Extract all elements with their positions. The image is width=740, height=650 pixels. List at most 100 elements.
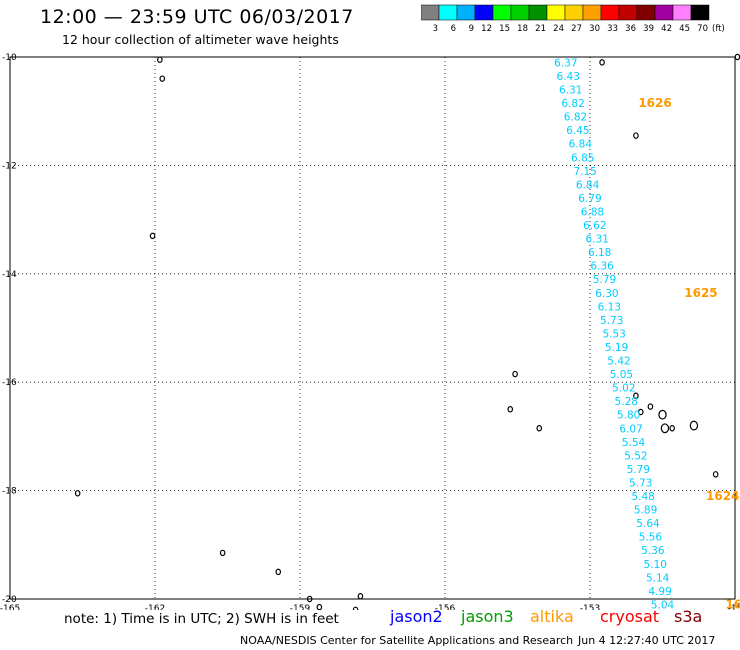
wave-height-label: 6.30 — [595, 288, 618, 300]
wave-height-label: 6.62 — [583, 220, 606, 232]
y-tick-label: -10 — [2, 53, 17, 63]
generated-timestamp: Jun 4 12:27:40 UTC 2017 — [578, 634, 716, 647]
wave-height-label: 6.79 — [578, 193, 601, 205]
wave-height-label: 5.80 — [617, 410, 640, 422]
legend-label: 6 — [451, 24, 456, 34]
island-outline — [352, 606, 359, 610]
wave-height-label: 6.31 — [559, 85, 582, 97]
island-outline — [536, 425, 543, 432]
island-outline — [647, 403, 654, 410]
legend-unit: (ft) — [712, 24, 725, 34]
island-outlines — [74, 53, 740, 610]
island-outline — [306, 595, 313, 603]
wave-height-label: 5.73 — [600, 315, 623, 327]
island-outline — [669, 425, 675, 432]
wave-height-label: 5.19 — [605, 342, 628, 354]
legend-label: 30 — [589, 24, 600, 34]
wave-height-label: 6.82 — [564, 112, 587, 124]
legend-label: 27 — [571, 24, 582, 34]
x-tick-label: -15 — [728, 604, 740, 610]
wave-height-label: 6.84 — [576, 179, 600, 191]
island-outline — [658, 409, 667, 420]
wave-height-label: 5.05 — [610, 369, 633, 381]
wave-height-label: 5.02 — [612, 383, 635, 395]
island-outline — [74, 490, 81, 497]
wave-height-label: 6.36 — [590, 261, 614, 273]
wave-height-label: 6.07 — [619, 423, 642, 435]
legend-label: 36 — [625, 24, 636, 34]
island-outline — [507, 406, 514, 413]
wave-height-label: 6.82 — [561, 98, 584, 110]
wave-height-label: 5.28 — [615, 396, 638, 408]
page-title: 12:00 — 23:59 UTC 06/03/2017 — [40, 6, 354, 28]
time-marker-label: 1624 — [706, 489, 739, 503]
wave-height-label: 6.45 — [566, 125, 589, 137]
legend-satellite-altika: altika — [530, 607, 574, 626]
y-tick-label: -18 — [2, 487, 17, 497]
legend-label: 33 — [607, 24, 618, 34]
legend-satellite-jason2: jason2 — [390, 607, 443, 626]
island-outline — [275, 568, 282, 576]
y-tick-label: -14 — [2, 270, 17, 280]
wave-height-labels: 6.376.436.316.826.826.456.846.857.156.84… — [554, 57, 674, 610]
y-tick-label: -20 — [2, 595, 17, 605]
legend-label: 45 — [679, 24, 690, 34]
wave-height-label: 5.10 — [644, 559, 667, 571]
wave-height-label: 5.54 — [622, 437, 646, 449]
island-outline — [219, 549, 226, 557]
wave-height-label: 5.79 — [593, 274, 616, 286]
wave-height-label: 6.37 — [554, 57, 577, 69]
island-outline — [633, 132, 639, 139]
island-outline — [149, 232, 156, 240]
legend-label: 12 — [481, 24, 492, 34]
wave-height-label: 6.43 — [557, 71, 580, 83]
wave-height-label: 5.79 — [627, 464, 650, 476]
axis-tick-labels: -165 -162 -159 -156 -153 -15 -10 -12 -14 -16 -18 -2… — [0, 53, 740, 610]
legend-label: 21 — [535, 24, 546, 34]
wave-height-label: 6.84 — [569, 139, 593, 151]
wave-height-label: 5.36 — [641, 545, 665, 557]
wave-height-label: 6.88 — [581, 206, 604, 218]
time-markers: 1626 1625 1624 1623 — [638, 96, 740, 610]
wave-height-label: 5.42 — [607, 356, 630, 368]
time-marker-label: 1625 — [684, 286, 717, 300]
legend-satellite-cryosat: cryosat — [600, 607, 660, 626]
legend-label: 70 — [697, 24, 708, 34]
legend-label: 39 — [643, 24, 654, 34]
x-tick-label: -153 — [580, 604, 600, 610]
legend-satellite-jason3: jason3 — [461, 607, 514, 626]
wave-height-map: -165 -162 -159 -156 -153 -15 -10 -12 -14 -16 -18 -2… — [0, 53, 740, 610]
time-marker-label: 1623 — [725, 597, 740, 610]
island-outline — [159, 75, 166, 82]
island-outline — [734, 53, 740, 61]
island-outline — [633, 392, 639, 399]
wave-height-label: 6.85 — [571, 152, 594, 164]
wave-height-label: 5.53 — [602, 328, 625, 340]
island-outline — [316, 603, 323, 610]
wave-height-label: 6.31 — [586, 234, 609, 246]
x-tick-label: -162 — [145, 604, 165, 610]
x-tick-label: -159 — [290, 604, 311, 610]
wave-height-label: 6.13 — [598, 301, 621, 313]
island-outline — [689, 420, 699, 431]
legend-label: 24 — [553, 24, 564, 34]
wave-height-label: 5.52 — [624, 450, 647, 462]
island-outline — [157, 56, 163, 63]
island-outline — [357, 593, 364, 600]
wave-height-label: 4.99 — [648, 586, 671, 598]
legend-label: 3 — [433, 24, 438, 34]
wave-height-label: 5.89 — [634, 505, 657, 517]
wave-height-label: 5.64 — [636, 518, 660, 530]
map-frame — [9, 56, 736, 600]
y-tick-label: -12 — [2, 161, 17, 171]
color-legend: 3 6 9 12 15 18 21 24 27 30 33 36 39 42 45 70 (ft) — [421, 4, 725, 34]
y-tick-label: -16 — [2, 378, 17, 388]
page-subtitle: 12 hour collection of altimeter wave hei… — [62, 32, 339, 47]
legend-label: 15 — [499, 24, 510, 34]
x-tick-label: -165 — [0, 604, 20, 610]
legend-label: 18 — [517, 24, 528, 34]
legend-satellite-s3a: s3a — [674, 607, 703, 626]
legend-swatch — [690, 4, 710, 21]
island-outline — [712, 471, 719, 478]
legend-label: 42 — [661, 24, 672, 34]
